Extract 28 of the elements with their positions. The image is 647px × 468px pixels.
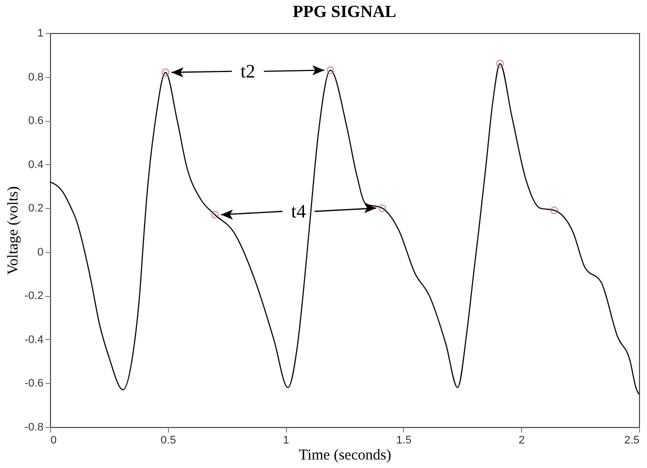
point [550, 206, 558, 214]
point [378, 204, 386, 212]
y-tick-label: -0.8 [24, 422, 44, 434]
y-tick-label: 0.2 [28, 202, 44, 215]
point [326, 66, 334, 74]
x-axis-title: Time (seconds) [298, 448, 392, 464]
x-tick-label: 1 [283, 434, 290, 446]
x-tick-label: 0 [50, 434, 57, 446]
y-tick-label: -0.2 [24, 290, 44, 302]
line-series [49, 63, 640, 395]
y-tick-label: 0 [37, 246, 44, 258]
point [162, 68, 170, 76]
y-tick-label: -0.4 [24, 334, 44, 346]
chart-title: PPG SIGNAL [292, 2, 396, 21]
annotation: t4 [291, 201, 306, 222]
x-tick-label: 2 [518, 434, 525, 446]
x-tick-label: 1.5 [396, 434, 412, 446]
x-tick-label: 0.5 [160, 434, 176, 446]
y-tick-label: 1 [37, 28, 44, 40]
point [211, 210, 219, 219]
annotation: t2 [240, 61, 256, 82]
y-tick-label: -0.6 [24, 378, 44, 390]
x-tick-label: 2.5 [624, 434, 640, 446]
y-tick-label: 0.8 [28, 71, 44, 84]
point [496, 60, 504, 68]
y-tick-label: 0.4 [28, 158, 44, 171]
y-tick-label: 0.6 [28, 115, 44, 128]
y-axis-title: Voltage (volts) [6, 186, 22, 275]
